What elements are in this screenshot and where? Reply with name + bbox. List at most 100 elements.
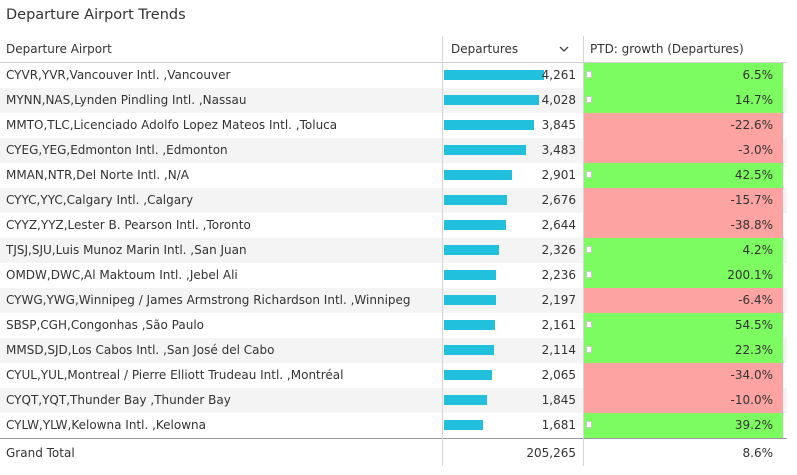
chevron-down-icon[interactable]	[557, 36, 571, 62]
departures-bar	[444, 145, 526, 155]
departures-value: 4,261	[541, 68, 576, 82]
column-divider	[583, 36, 584, 466]
growth-cell: 22.3%	[584, 338, 783, 363]
departures-bar	[444, 220, 506, 230]
growth-value: 200.1%	[727, 268, 773, 282]
departures-bar	[444, 345, 494, 355]
growth-value: -3.0%	[738, 143, 773, 157]
indicator-square-icon	[586, 271, 592, 278]
airport-name: CYWG,YWG,Winnipeg / James Armstrong Rich…	[6, 293, 411, 307]
growth-value: 4.2%	[742, 243, 774, 257]
growth-cell: 6.5%	[584, 63, 783, 88]
airport-name: SBSP,CGH,Congonhas ,São Paulo	[6, 318, 205, 332]
departures-bar	[444, 320, 495, 330]
airport-name: CYYC,YYC,Calgary Intl. ,Calgary	[6, 193, 194, 207]
growth-value: 6.5%	[742, 68, 774, 82]
growth-value: -34.0%	[730, 368, 773, 382]
departures-bar	[444, 395, 487, 405]
grand-total-departures: 205,265	[526, 446, 576, 460]
table-row[interactable]: CYEG,YEG,Edmonton Intl. ,Edmonton 3,483 -3…	[0, 138, 797, 163]
column-header-airport[interactable]: Departure Airport	[6, 42, 112, 56]
vertical-scrollbar[interactable]	[787, 36, 797, 441]
growth-cell: -3.0%	[584, 138, 783, 163]
growth-cell: -6.4%	[584, 288, 783, 313]
departures-bar	[444, 245, 499, 255]
table-row[interactable]: CYLW,YLW,Kelowna Intl. ,Kelowna 1,681 39.2…	[0, 413, 797, 438]
table-row[interactable]: CYUL,YUL,Montreal / Pierre Elliott Trude…	[0, 363, 797, 388]
growth-cell: 54.5%	[584, 313, 783, 338]
departures-value: 4,028	[541, 93, 576, 107]
airport-name: MYNN,NAS,Lynden Pindling Intl. ,Nassau	[6, 93, 247, 107]
column-header-ptd-growth[interactable]: PTD: growth (Departures)	[590, 42, 744, 56]
departures-bar	[444, 170, 512, 180]
airport-name: MMAN,NTR,Del Norte Intl. ,N/A	[6, 168, 189, 182]
departures-value: 1,681	[541, 418, 576, 432]
growth-value: 22.3%	[734, 343, 773, 357]
growth-cell: -22.6%	[584, 113, 783, 138]
table-row[interactable]: OMDW,DWC,Al Maktoum Intl. ,Jebel Ali 2,23…	[0, 263, 797, 288]
table-row[interactable]: MMAN,NTR,Del Norte Intl. ,N/A 2,901 42.5%	[0, 163, 797, 188]
departures-value: 2,065	[541, 368, 576, 382]
airport-name: OMDW,DWC,Al Maktoum Intl. ,Jebel Ali	[6, 268, 238, 282]
indicator-square-icon	[586, 71, 592, 78]
growth-cell: -34.0%	[584, 363, 783, 388]
indicator-square-icon	[586, 171, 592, 178]
growth-cell: 39.2%	[584, 413, 783, 438]
table-row[interactable]: TJSJ,SJU,Luis Munoz Marin Intl. ,San Jua…	[0, 238, 797, 263]
growth-cell: 200.1%	[584, 263, 783, 288]
departures-bar	[444, 95, 539, 105]
growth-value: 14.7%	[734, 93, 773, 107]
growth-value: 39.2%	[734, 418, 773, 432]
departures-value: 3,483	[541, 143, 576, 157]
departures-value: 2,236	[541, 268, 576, 282]
airport-name: TJSJ,SJU,Luis Munoz Marin Intl. ,San Jua…	[6, 243, 247, 257]
departures-value: 2,114	[541, 343, 576, 357]
growth-value: -6.4%	[738, 293, 773, 307]
growth-cell: -38.8%	[584, 213, 783, 238]
departures-bar	[444, 370, 492, 380]
airport-name: CYUL,YUL,Montreal / Pierre Elliott Trude…	[6, 368, 344, 382]
table-row[interactable]: MMSD,SJD,Los Cabos Intl. ,San José del C…	[0, 338, 797, 363]
table-row[interactable]: MYNN,NAS,Lynden Pindling Intl. ,Nassau 4,…	[0, 88, 797, 113]
column-divider	[442, 36, 443, 466]
airport-name: CYLW,YLW,Kelowna Intl. ,Kelowna	[6, 418, 207, 432]
departures-bar	[444, 295, 496, 305]
growth-cell: -15.7%	[584, 188, 783, 213]
table-row[interactable]: MMTO,TLC,Licenciado Adolfo Lopez Mateos …	[0, 113, 797, 138]
growth-value: 54.5%	[734, 318, 773, 332]
departures-value: 2,326	[541, 243, 576, 257]
growth-value: 42.5%	[734, 168, 773, 182]
airport-name: CYEG,YEG,Edmonton Intl. ,Edmonton	[6, 143, 228, 157]
grand-total-label: Grand Total	[6, 446, 75, 460]
table-row[interactable]: CYQT,YQT,Thunder Bay ,Thunder Bay 1,845 -1…	[0, 388, 797, 413]
departures-bar	[444, 195, 507, 205]
departures-value: 2,676	[541, 193, 576, 207]
table-row[interactable]: CYWG,YWG,Winnipeg / James Armstrong Rich…	[0, 288, 797, 313]
departures-bar	[444, 270, 496, 280]
growth-value: -38.8%	[730, 218, 773, 232]
departures-bar	[444, 70, 544, 80]
departures-value: 2,161	[541, 318, 576, 332]
column-header-departures[interactable]: Departures	[451, 36, 569, 62]
table-row[interactable]: CYVR,YVR,Vancouver Intl. ,Vancouver 4,261…	[0, 63, 797, 88]
departures-value: 2,197	[541, 293, 576, 307]
departures-value: 3,845	[541, 118, 576, 132]
departures-value: 1,845	[541, 393, 576, 407]
table-row[interactable]: CYYZ,YYZ,Lester B. Pearson Intl. ,Toront…	[0, 213, 797, 238]
airport-name: CYVR,YVR,Vancouver Intl. ,Vancouver	[6, 68, 231, 82]
column-header-departures-label: Departures	[451, 42, 519, 56]
indicator-square-icon	[586, 96, 592, 103]
indicator-square-icon	[586, 421, 592, 428]
growth-cell: 42.5%	[584, 163, 783, 188]
table-row[interactable]: SBSP,CGH,Congonhas ,São Paulo 2,161 54.5%	[0, 313, 797, 338]
departures-value: 2,901	[541, 168, 576, 182]
growth-cell: 4.2%	[584, 238, 783, 263]
table-row[interactable]: CYYC,YYC,Calgary Intl. ,Calgary 2,676 -15.…	[0, 188, 797, 213]
departures-bar	[444, 420, 483, 430]
indicator-square-icon	[586, 346, 592, 353]
growth-value: -10.0%	[730, 393, 773, 407]
grand-total-row: Grand Total 205,265 8.6%	[0, 438, 797, 467]
pivot-table: Departure Airport Departures PTD: growth…	[0, 36, 797, 467]
grand-total-growth: 8.6%	[742, 446, 774, 460]
